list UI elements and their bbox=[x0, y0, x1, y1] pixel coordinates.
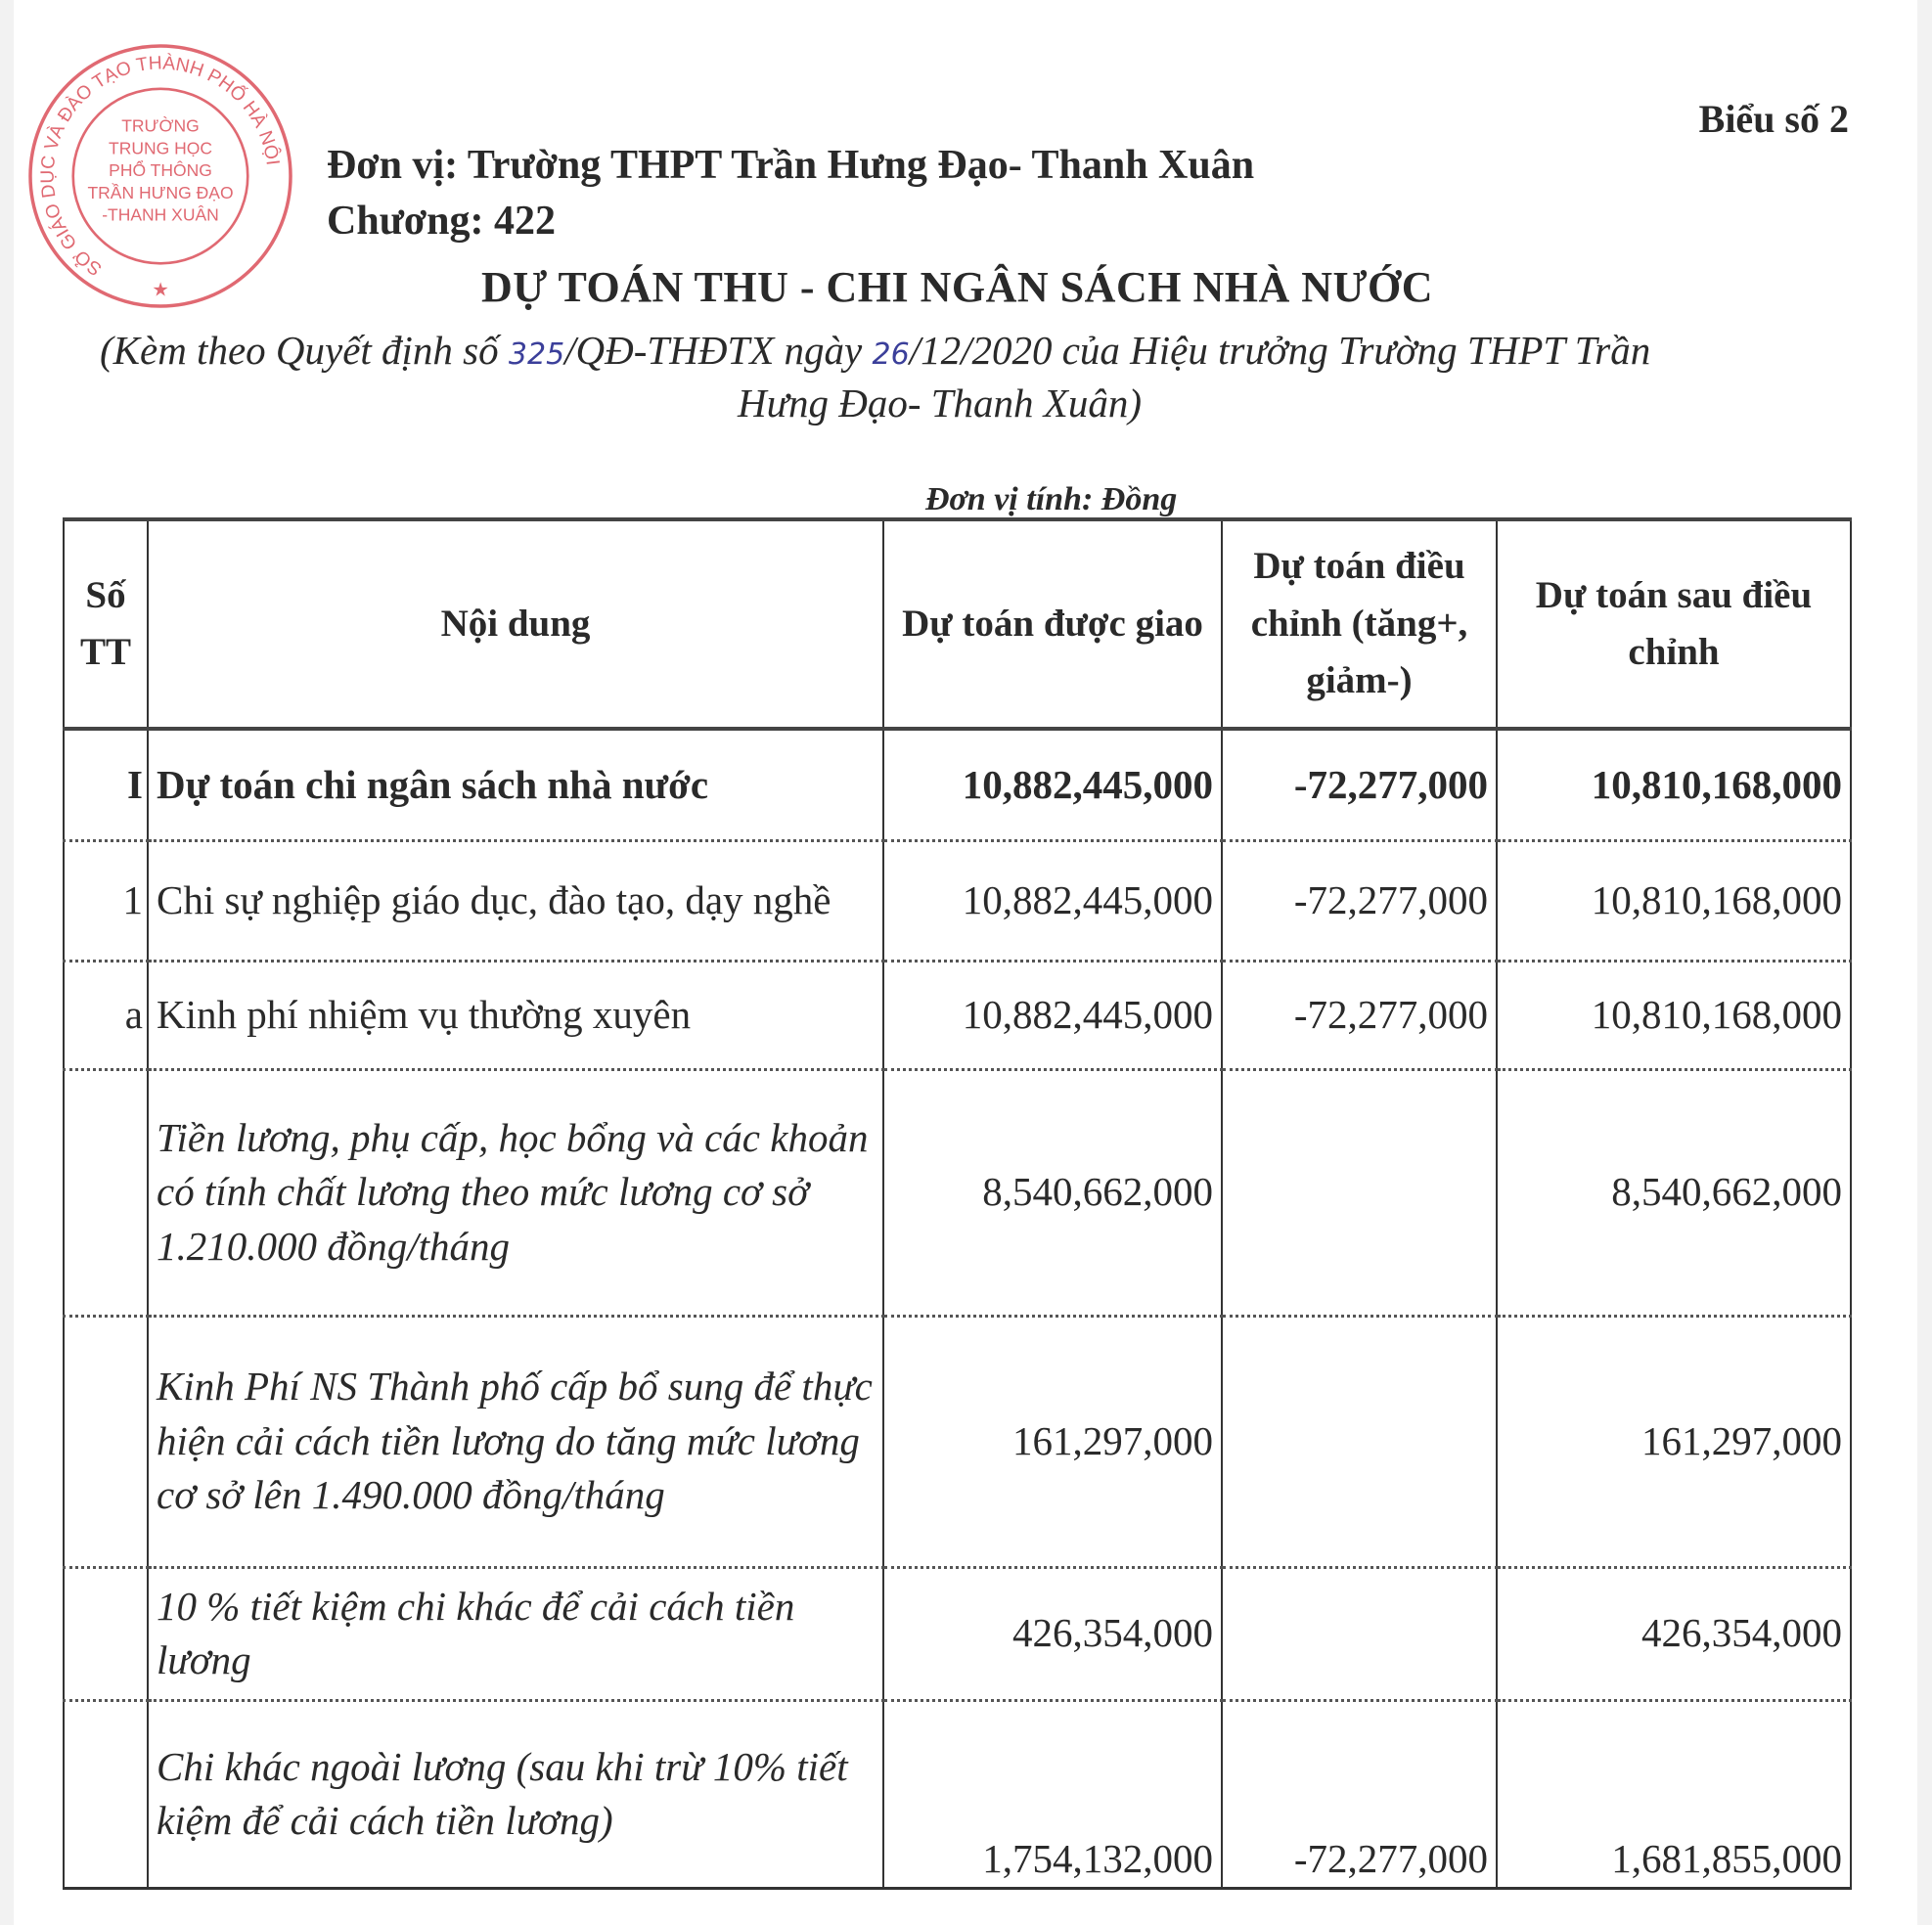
row-assigned-amount: 10,882,445,000 bbox=[882, 840, 1223, 962]
table-header-row: Số TT Nội dung Dự toán được giao Dự toán… bbox=[63, 517, 1852, 731]
row-stt: 1 bbox=[63, 840, 149, 962]
row-adjustment-amount bbox=[1221, 1069, 1498, 1318]
table-row: 10 % tiết kiệm chi khác để cải cách tiền… bbox=[63, 1567, 1852, 1702]
row-after-amount: 161,297,000 bbox=[1496, 1316, 1852, 1569]
row-stt bbox=[63, 1567, 149, 1702]
table-row: Chi khác ngoài lương (sau khi trừ 10% ti… bbox=[63, 1700, 1852, 1890]
row-assigned-amount: 1,754,132,000 bbox=[882, 1700, 1223, 1890]
row-stt bbox=[63, 1700, 149, 1890]
row-content: Chi khác ngoài lương (sau khi trừ 10% ti… bbox=[147, 1700, 884, 1890]
budget-table: Số TT Nội dung Dự toán được giao Dự toán… bbox=[63, 517, 1852, 1890]
handwritten-decision-number: 325 bbox=[508, 337, 565, 372]
official-stamp: SỞ GIÁO DỤC VÀ ĐÀO TẠO THÀNH PHỐ HÀ NỘI … bbox=[28, 44, 292, 308]
row-assigned-amount: 10,882,445,000 bbox=[882, 729, 1223, 842]
subtitle-line-1: (Kèm theo Quyết định số 325/QĐ-THĐTX ngà… bbox=[100, 327, 1650, 374]
chapter-line: Chương: 422 bbox=[327, 199, 556, 244]
svg-text:PHỔ THÔNG: PHỔ THÔNG bbox=[109, 159, 212, 180]
column-header-after: Dự toán sau điều chỉnh bbox=[1496, 517, 1852, 731]
row-adjustment-amount: -72,277,000 bbox=[1221, 840, 1498, 962]
row-assigned-amount: 426,354,000 bbox=[882, 1567, 1223, 1702]
subtitle-line-2: Hưng Đạo- Thanh Xuân) bbox=[738, 381, 1142, 425]
row-content: Dự toán chi ngân sách nhà nước bbox=[147, 729, 884, 842]
row-assigned-amount: 10,882,445,000 bbox=[882, 961, 1223, 1071]
subtitle-text: /QĐ-THĐTX ngày bbox=[564, 328, 873, 373]
handwritten-decision-day: 26 bbox=[872, 337, 910, 372]
document-title: DỰ TOÁN THU - CHI NGÂN SÁCH NHÀ NƯỚC bbox=[481, 263, 1434, 311]
svg-text:-THANH XUÂN: -THANH XUÂN bbox=[102, 205, 219, 225]
row-assigned-amount: 8,540,662,000 bbox=[882, 1069, 1223, 1318]
row-after-amount: 10,810,168,000 bbox=[1496, 961, 1852, 1071]
row-adjustment-amount: -72,277,000 bbox=[1221, 1700, 1498, 1890]
table-row: Tiền lương, phụ cấp, học bổng và các kho… bbox=[63, 1069, 1852, 1318]
row-adjustment-amount: -72,277,000 bbox=[1221, 961, 1498, 1071]
row-stt bbox=[63, 1069, 149, 1318]
column-header-adjustment: Dự toán điều chỉnh (tăng+, giảm-) bbox=[1221, 517, 1498, 731]
form-number: Biểu số 2 bbox=[1698, 97, 1849, 141]
table-row: I Dự toán chi ngân sách nhà nước 10,882,44… bbox=[63, 729, 1852, 842]
row-content: Kinh Phí NS Thành phố cấp bổ sung để thự… bbox=[147, 1316, 884, 1569]
row-after-amount: 10,810,168,000 bbox=[1496, 840, 1852, 962]
column-header-assigned: Dự toán được giao bbox=[882, 517, 1223, 731]
table-row: 1 Chi sự nghiệp giáo dục, đào tạo, dạy ng… bbox=[63, 840, 1852, 962]
column-header-stt: Số TT bbox=[63, 517, 149, 731]
row-adjustment-amount bbox=[1221, 1567, 1498, 1702]
row-adjustment-amount bbox=[1221, 1316, 1498, 1569]
svg-text:TRƯỜNG: TRƯỜNG bbox=[121, 115, 200, 136]
table-row: Kinh Phí NS Thành phố cấp bổ sung để thự… bbox=[63, 1316, 1852, 1569]
table-row: a Kinh phí nhiệm vụ thường xuyên 10,882,44… bbox=[63, 961, 1852, 1071]
column-header-content: Nội dung bbox=[147, 517, 884, 731]
subtitle-text: (Kèm theo Quyết định số bbox=[100, 328, 509, 373]
row-after-amount: 8,540,662,000 bbox=[1496, 1069, 1852, 1318]
row-adjustment-amount: -72,277,000 bbox=[1221, 729, 1498, 842]
row-stt: I bbox=[63, 729, 149, 842]
row-after-amount: 10,810,168,000 bbox=[1496, 729, 1852, 842]
row-content: Tiền lương, phụ cấp, học bổng và các kho… bbox=[147, 1069, 884, 1318]
row-content: 10 % tiết kiệm chi khác để cải cách tiền… bbox=[147, 1567, 884, 1702]
svg-text:★: ★ bbox=[152, 281, 168, 301]
row-stt: a bbox=[63, 961, 149, 1071]
subtitle-text: /12/2020 của Hiệu trưởng Trường THPT Trầ… bbox=[909, 328, 1651, 373]
unit-of-measure: Đơn vị tính: Đồng bbox=[925, 481, 1178, 517]
row-stt bbox=[63, 1316, 149, 1569]
svg-text:TRẦN HƯNG ĐẠO: TRẦN HƯNG ĐẠO bbox=[87, 182, 233, 202]
row-assigned-amount: 161,297,000 bbox=[882, 1316, 1223, 1569]
row-after-amount: 426,354,000 bbox=[1496, 1567, 1852, 1702]
svg-text:TRUNG HỌC: TRUNG HỌC bbox=[109, 138, 212, 157]
row-content: Chi sự nghiệp giáo dục, đào tạo, dạy ngh… bbox=[147, 840, 884, 962]
row-content: Kinh phí nhiệm vụ thường xuyên bbox=[147, 961, 884, 1071]
row-after-amount: 1,681,855,000 bbox=[1496, 1700, 1852, 1890]
unit-line: Đơn vị: Trường THPT Trần Hưng Đạo- Thanh… bbox=[327, 143, 1255, 188]
